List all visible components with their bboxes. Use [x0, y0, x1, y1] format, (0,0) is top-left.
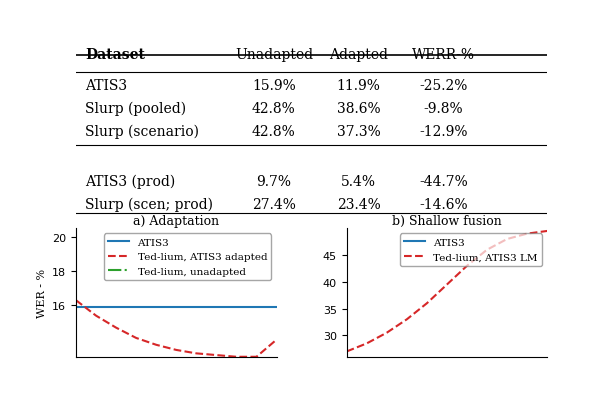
Legend: ATIS3, Ted-lium, ATIS3 adapted, Ted-lium, unadapted: ATIS3, Ted-lium, ATIS3 adapted, Ted-lium…	[104, 234, 271, 280]
Ted-lium, ATIS3 LM	[343, 349, 350, 354]
Ted-lium, ATIS3 adapted	[153, 342, 160, 347]
Ted-lium, ATIS3 adapted	[92, 314, 100, 318]
ATIS3	[253, 305, 260, 310]
Text: 11.9%: 11.9%	[337, 79, 381, 93]
Ted-lium, ATIS3 LM	[483, 248, 491, 253]
Text: Adapted: Adapted	[329, 48, 389, 62]
ATIS3	[153, 305, 160, 310]
ATIS3	[233, 305, 240, 310]
Title: a) Adaptation: a) Adaptation	[133, 215, 219, 227]
Text: -44.7%: -44.7%	[419, 175, 468, 189]
Ted-lium, ATIS3 LM	[463, 264, 471, 269]
Ted-lium, ATIS3 adapted	[233, 354, 240, 359]
Ted-lium, ATIS3 adapted	[133, 336, 140, 340]
Text: -25.2%: -25.2%	[420, 79, 468, 93]
Text: ATIS3 (prod): ATIS3 (prod)	[85, 174, 176, 189]
Line: Ted-lium, ATIS3 LM: Ted-lium, ATIS3 LM	[347, 231, 547, 352]
Text: -12.9%: -12.9%	[420, 124, 468, 138]
Ted-lium, ATIS3 adapted	[173, 348, 180, 352]
ATIS3	[133, 305, 140, 310]
Text: 27.4%: 27.4%	[252, 197, 296, 211]
Ted-lium, ATIS3 adapted	[193, 351, 200, 356]
ATIS3	[273, 305, 280, 310]
Text: 15.9%: 15.9%	[252, 79, 295, 93]
Ted-lium, ATIS3 adapted	[213, 353, 220, 358]
ATIS3	[112, 305, 120, 310]
Text: ATIS3: ATIS3	[85, 79, 128, 93]
Ted-lium, ATIS3 adapted	[253, 354, 260, 359]
Ted-lium, ATIS3 LM	[503, 237, 511, 242]
Text: Dataset: Dataset	[85, 48, 145, 62]
Text: 38.6%: 38.6%	[337, 102, 381, 115]
Text: 42.8%: 42.8%	[252, 102, 295, 115]
Text: 42.8%: 42.8%	[252, 124, 295, 138]
Text: -14.6%: -14.6%	[420, 197, 468, 211]
ATIS3	[193, 305, 200, 310]
ATIS3	[213, 305, 220, 310]
ATIS3	[72, 305, 80, 310]
Text: Slurp (pooled): Slurp (pooled)	[85, 101, 187, 116]
Ted-lium, ATIS3 adapted	[273, 337, 280, 342]
Line: Ted-lium, ATIS3 adapted: Ted-lium, ATIS3 adapted	[76, 300, 277, 357]
Text: 23.4%: 23.4%	[337, 197, 381, 211]
Ted-lium, ATIS3 adapted	[72, 298, 80, 303]
Text: WERR-%: WERR-%	[412, 48, 475, 62]
Ted-lium, ATIS3 LM	[403, 317, 410, 322]
Legend: ATIS3, Ted-lium, ATIS3 LM: ATIS3, Ted-lium, ATIS3 LM	[400, 234, 542, 266]
Text: 37.3%: 37.3%	[337, 124, 381, 138]
Text: Unadapted: Unadapted	[235, 48, 313, 62]
Text: -9.8%: -9.8%	[424, 102, 463, 115]
Ted-lium, ATIS3 LM	[363, 341, 370, 346]
Y-axis label: WER - %: WER - %	[36, 268, 47, 317]
Ted-lium, ATIS3 LM	[383, 330, 390, 335]
Ted-lium, ATIS3 adapted	[112, 326, 120, 330]
Ted-lium, ATIS3 LM	[423, 301, 430, 306]
Text: Slurp (scen; prod): Slurp (scen; prod)	[85, 197, 213, 211]
ATIS3	[173, 305, 180, 310]
Text: 9.7%: 9.7%	[257, 175, 291, 189]
Text: 5.4%: 5.4%	[341, 175, 376, 189]
ATIS3	[92, 305, 100, 310]
Title: b) Shallow fusion: b) Shallow fusion	[392, 215, 502, 227]
Text: Slurp (scenario): Slurp (scenario)	[85, 124, 199, 138]
Ted-lium, ATIS3 LM	[544, 229, 551, 234]
Ted-lium, ATIS3 LM	[523, 232, 531, 237]
Ted-lium, ATIS3 LM	[443, 282, 451, 287]
